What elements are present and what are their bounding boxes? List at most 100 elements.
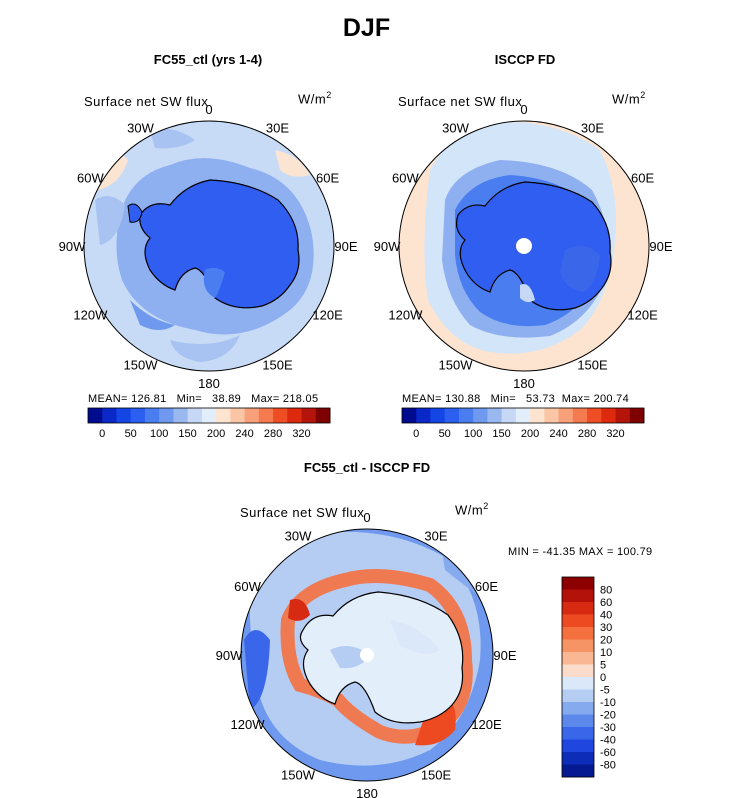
colorbar-tick-label: 50 — [439, 428, 451, 440]
map-2-lon-label: 30E — [581, 120, 604, 135]
colorbar-swatch — [615, 408, 631, 423]
colorbar-tick-label: 280 — [578, 428, 596, 440]
diff-colorbar-swatch — [562, 677, 594, 690]
colorbar-swatch — [201, 408, 217, 423]
diff-colorbar-tick-label: 80 — [600, 585, 612, 597]
map-3-lon-label: 150E — [421, 768, 452, 783]
map-3-lon-label: 60E — [475, 579, 498, 594]
map-2-lon-label: 150E — [577, 358, 608, 373]
colorbar-swatch — [273, 408, 288, 423]
panel-3-stats: MIN = -41.35 MAX = 100.79 — [508, 546, 653, 558]
figure-title: DJF — [342, 14, 391, 42]
colorbar-swatch — [187, 408, 203, 423]
colorbar-tick-label: 240 — [235, 428, 253, 440]
diff-colorbar-tick-label: 20 — [600, 635, 612, 647]
panel-3-title: FC55_ctl - ISCCP FD — [303, 460, 431, 475]
map-2-lon-label: 60W — [392, 171, 419, 186]
panel-2-units: W/m2 — [612, 90, 646, 107]
panel-2-title: ISCCP FD — [494, 52, 556, 67]
panel-1-stats: MEAN= 126.81 Min= 38.89 Max= 218.05 — [88, 393, 319, 405]
diff-colorbar-swatch — [562, 727, 594, 740]
diff-colorbar-tick-label: 10 — [600, 647, 612, 659]
diff-colorbar-tick-label: 60 — [600, 597, 612, 609]
colorbar-tick-label: 200 — [521, 428, 539, 440]
colorbar-swatch — [244, 408, 260, 423]
panel-2-variable: Surface net SW flux — [398, 94, 523, 109]
longitude-labels: 0 30E 60E 90E 120E 150E 180 150W 120W 90W 60W 30W 0 3… — [59, 102, 673, 798]
colorbar-swatch — [258, 408, 274, 423]
map-1-lon-label: 90E — [334, 239, 357, 254]
colorbar-swatch — [558, 408, 574, 423]
map-2-lon-label: 0 — [520, 102, 527, 117]
colorbar-swatch — [473, 408, 488, 423]
panel-2-colorbar: 0 50 100 150 200 240 280 320 — [401, 407, 645, 440]
panel-1-colorbar: 0 50 100 150 200 240 280 320 — [87, 407, 331, 440]
colorbar-swatch — [487, 408, 503, 423]
colorbar-tick-label: 200 — [207, 428, 225, 440]
map-2-lon-label: 150W — [439, 358, 474, 373]
map-2-lon-label: 180 — [513, 376, 535, 391]
diff-colorbar-tick-label: -20 — [600, 710, 616, 722]
colorbar-tick-label: 320 — [606, 428, 624, 440]
diff-colorbar-swatch — [562, 627, 594, 640]
colorbar-swatch — [216, 408, 231, 423]
map-3-lon-label: 0 — [363, 510, 370, 525]
colorbar-tick-label: 150 — [492, 428, 510, 440]
colorbar-tick-label: 150 — [178, 428, 196, 440]
colorbar-tick-label: 100 — [150, 428, 168, 440]
colorbar-tick-label: 280 — [264, 428, 282, 440]
map-3-lon-label: 180 — [356, 786, 378, 798]
diff-colorbar-swatch — [562, 614, 594, 628]
colorbar-swatch — [458, 408, 474, 423]
map-2-lon-label: 60E — [631, 171, 654, 186]
colorbar-tick-label: 320 — [292, 428, 310, 440]
map-1-lon-label: 120E — [312, 308, 343, 323]
map-3-lon-label: 60W — [234, 579, 261, 594]
panel-1-map — [84, 121, 334, 371]
colorbar-tick-label: 0 — [413, 428, 419, 440]
panel-3-map — [241, 529, 493, 781]
colorbar-tick-label: 0 — [99, 428, 105, 440]
colorbar-swatch — [230, 408, 245, 423]
diff-colorbar-frame — [561, 576, 595, 778]
diff-colorbar-swatch — [562, 577, 594, 590]
diff-colorbar-tick-label: 30 — [600, 622, 612, 634]
colorbar-tick-label: 240 — [549, 428, 567, 440]
colorbar-frame — [87, 407, 331, 424]
diff-colorbar-tick-label: 5 — [600, 660, 606, 672]
colorbar-swatch — [572, 408, 588, 423]
colorbar-swatch — [402, 408, 417, 423]
colorbar-swatch — [130, 408, 146, 423]
colorbar-swatch — [287, 408, 302, 423]
colorbar-swatch — [315, 408, 331, 423]
map-1-lon-label: 0 — [205, 102, 212, 117]
diff-colorbar-swatch — [562, 714, 594, 728]
diff-colorbar-tick-label: -30 — [600, 722, 616, 734]
map-1-lon-label: 150E — [262, 358, 293, 373]
colorbar-frame — [401, 407, 645, 424]
map-3-lon-label: 90E — [493, 648, 516, 663]
colorbar-swatch — [159, 408, 174, 423]
panel-1-units: W/m2 — [298, 90, 332, 107]
map-1-lon-label: 60E — [316, 171, 339, 186]
colorbar-swatch — [416, 408, 431, 423]
map-1-lon-label: 30W — [127, 120, 154, 135]
map-1-lon-label: 30E — [266, 120, 289, 135]
diff-colorbar-tick-label: 0 — [600, 672, 606, 684]
map-2-lon-label: 120E — [627, 308, 658, 323]
colorbar-swatch — [587, 408, 602, 423]
map-1-lon-label: 90W — [59, 239, 86, 254]
colorbar-swatch — [88, 408, 103, 423]
map-3-lon-label: 120W — [231, 717, 266, 732]
colorbar-swatch — [173, 408, 189, 423]
panel-1-variable: Surface net SW flux — [84, 94, 209, 109]
panel-3-units: W/m2 — [455, 501, 489, 518]
colorbar-swatch — [629, 408, 645, 423]
diff-colorbar-tick-label: -5 — [600, 685, 610, 697]
map-3-lon-label: 30W — [285, 529, 312, 544]
colorbar-swatch — [444, 408, 460, 423]
map-1-lon-label: 180 — [198, 376, 220, 391]
diff-colorbar-tick-label: 40 — [600, 610, 612, 622]
